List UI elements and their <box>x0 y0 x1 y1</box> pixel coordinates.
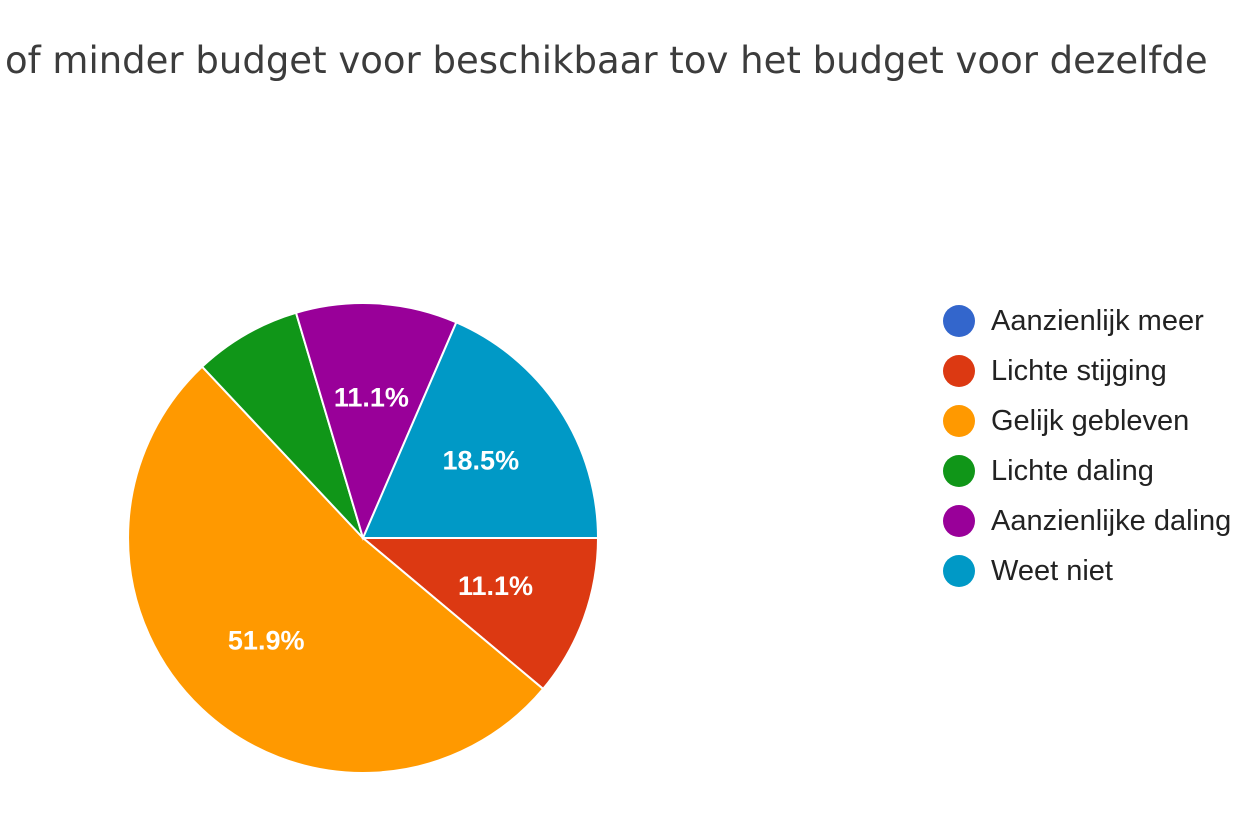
legend-swatch <box>943 505 975 537</box>
legend-item-aanzienlijk-meer[interactable]: Aanzienlijk meer <box>943 296 1260 346</box>
legend-item-weet-niet[interactable]: Weet niet <box>943 546 1260 596</box>
legend-label: Lichte stijging <box>991 354 1167 387</box>
chart-title: r of minder budget voor beschikbaar tov … <box>0 39 1208 82</box>
pie-slice-gelijk-gebleven[interactable] <box>127 365 545 774</box>
pie-slice-aanzienlijke-daling[interactable] <box>294 302 458 541</box>
pie-slice-weet-niet[interactable] <box>361 321 600 539</box>
pie-chart: 11.1% 51.9% 11.1% 18.5% <box>127 302 600 774</box>
legend-swatch <box>943 355 975 387</box>
legend-item-aanzienlijke-daling[interactable]: Aanzienlijke daling <box>943 496 1260 546</box>
slice-value-label-gelijk-gebleven: 51.9% <box>228 626 305 656</box>
legend-swatch <box>943 555 975 587</box>
slice-value-label-weet-niet: 18.5% <box>443 446 520 476</box>
pie-slice-lichte-daling[interactable] <box>200 311 364 539</box>
legend-label: Lichte daling <box>991 454 1154 487</box>
legend-item-gelijk-gebleven[interactable]: Gelijk gebleven <box>943 396 1260 446</box>
legend-label: Aanzienlijk meer <box>991 304 1204 337</box>
legend-label: Aanzienlijke daling <box>991 504 1232 537</box>
legend-label: Weet niet <box>991 554 1113 587</box>
pie-slice-lichte-stijging[interactable] <box>360 537 600 691</box>
legend-swatch <box>943 405 975 437</box>
legend-label: Gelijk gebleven <box>991 404 1190 437</box>
legend-item-lichte-stijging[interactable]: Lichte stijging <box>943 346 1260 396</box>
slice-value-label-lichte-stijging: 11.1% <box>458 571 533 601</box>
legend-swatch <box>943 455 975 487</box>
slice-value-label-aanzienlijke-daling: 11.1% <box>334 382 409 412</box>
legend-item-lichte-daling[interactable]: Lichte daling <box>943 446 1260 496</box>
chart-legend: Aanzienlijk meer Lichte stijging Gelijk … <box>943 296 1260 596</box>
legend-swatch <box>943 305 975 337</box>
